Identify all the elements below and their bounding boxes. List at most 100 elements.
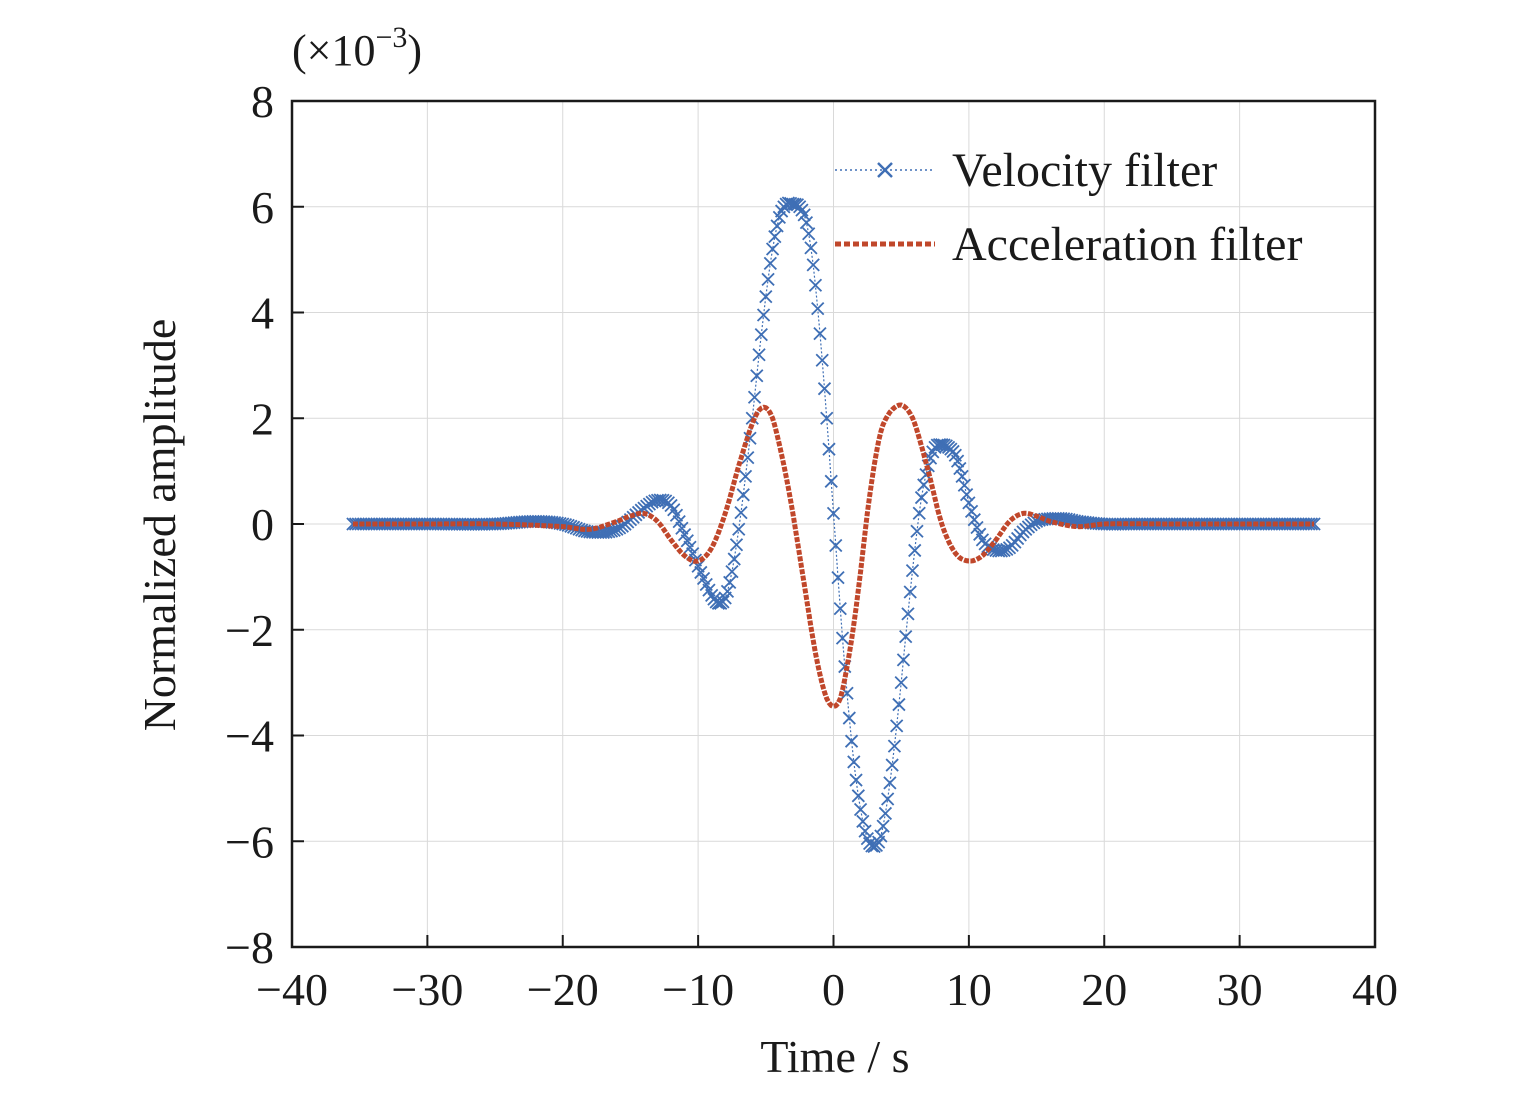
velocity-marker [917, 478, 931, 492]
velocity-marker [970, 520, 984, 535]
velocity-marker [822, 442, 836, 456]
y-tick-label: 8 [251, 76, 274, 127]
velocity-marker [743, 431, 757, 445]
legend-label-acceleration: Acceleration filter [952, 218, 1302, 271]
velocity-marker [813, 327, 827, 341]
velocity-marker [802, 227, 816, 241]
velocity-marker [786, 197, 800, 211]
y-scale-prefix: (×10 [292, 26, 375, 75]
velocity-marker [842, 711, 856, 725]
y-tick-label: −2 [225, 605, 274, 656]
velocity-marker [672, 514, 686, 529]
velocity-marker [729, 538, 744, 552]
velocity-marker [885, 758, 899, 772]
velocity-marker [725, 564, 739, 579]
velocity-marker [765, 242, 780, 256]
velocity-marker [955, 469, 969, 484]
velocity-marker [752, 348, 766, 362]
x-tick-label: 20 [1081, 964, 1127, 1015]
y-tick-label: −4 [225, 711, 274, 762]
velocity-marker [905, 563, 920, 578]
velocity-marker [1304, 517, 1319, 531]
velocity-marker [653, 493, 667, 507]
velocity-marker [727, 552, 741, 566]
velocity-marker [874, 829, 888, 843]
velocity-marker [759, 290, 773, 304]
velocity-marker [856, 814, 870, 829]
y-axis-title: Normalized amplitude [134, 319, 185, 732]
velocity-marker [754, 327, 768, 342]
velocity-marker [756, 308, 771, 322]
velocity-marker [899, 629, 913, 644]
velocity-marker [831, 571, 845, 585]
velocity-marker [716, 595, 730, 609]
velocity-marker [887, 739, 902, 753]
y-tick-label: 2 [251, 393, 274, 444]
y-tick-label: −8 [225, 922, 274, 973]
x-tick-label: −10 [662, 964, 734, 1015]
x-tick-label: −30 [391, 964, 463, 1015]
y-scale-note: (×10−3) [292, 21, 422, 75]
velocity-marker [711, 596, 726, 610]
velocity-marker [723, 575, 737, 589]
y-tick-label: 6 [251, 182, 274, 233]
velocity-marker [1062, 513, 1076, 527]
velocity-marker [892, 697, 906, 712]
y-tick-label: 4 [251, 288, 274, 339]
velocity-marker [829, 538, 843, 553]
velocity-marker [858, 824, 872, 838]
velocity-marker [914, 490, 929, 505]
velocity-marker [763, 256, 777, 270]
velocity-marker [804, 241, 818, 255]
velocity-marker [896, 653, 911, 667]
velocity-marker [946, 444, 960, 459]
legend-marker-velocity [877, 162, 893, 178]
velocity-marker [824, 474, 838, 488]
velocity-marker [953, 461, 967, 476]
y-scale-suffix: ) [407, 26, 422, 75]
velocity-marker [799, 215, 814, 230]
velocity-marker [815, 353, 829, 367]
velocity-marker [750, 369, 764, 383]
velocity-marker [817, 382, 832, 396]
velocity-marker [826, 506, 841, 521]
velocity-marker [964, 504, 979, 518]
velocity-marker [761, 272, 775, 287]
series-velocity-markers [346, 196, 1321, 854]
velocity-marker [853, 802, 868, 817]
legend: Velocity filter Acceleration filter [835, 144, 1302, 271]
velocity-marker [820, 411, 834, 425]
x-tick-label: 40 [1352, 964, 1398, 1015]
velocity-marker [962, 496, 976, 510]
series-acceleration-line [352, 402, 1315, 709]
velocity-marker [732, 522, 746, 536]
velocity-marker [910, 524, 924, 538]
velocity-marker [908, 543, 922, 558]
plot-series [346, 196, 1321, 854]
velocity-marker [849, 773, 863, 787]
legend-label-velocity: Velocity filter [952, 144, 1217, 197]
x-axis-title: Time / s [760, 1031, 909, 1082]
velocity-marker [747, 390, 762, 404]
velocity-marker [844, 734, 859, 748]
velocity-marker [797, 208, 811, 222]
y-scale-exponent: −3 [375, 21, 407, 54]
velocity-marker [883, 776, 897, 790]
velocity-marker [770, 219, 784, 233]
x-tick-label: 0 [822, 964, 845, 1015]
velocity-marker [768, 229, 782, 244]
x-tick-label: −40 [256, 964, 328, 1015]
velocity-marker [890, 719, 904, 733]
velocity-marker [992, 544, 1006, 558]
velocity-marker [851, 789, 865, 803]
x-tick-label: 30 [1217, 964, 1263, 1015]
x-tick-label: −20 [527, 964, 599, 1015]
velocity-marker [734, 506, 748, 520]
velocity-marker [967, 513, 981, 527]
y-tick-label: 0 [251, 499, 274, 550]
velocity-marker [806, 258, 820, 272]
velocity-marker [903, 585, 917, 599]
velocity-marker [738, 469, 753, 484]
